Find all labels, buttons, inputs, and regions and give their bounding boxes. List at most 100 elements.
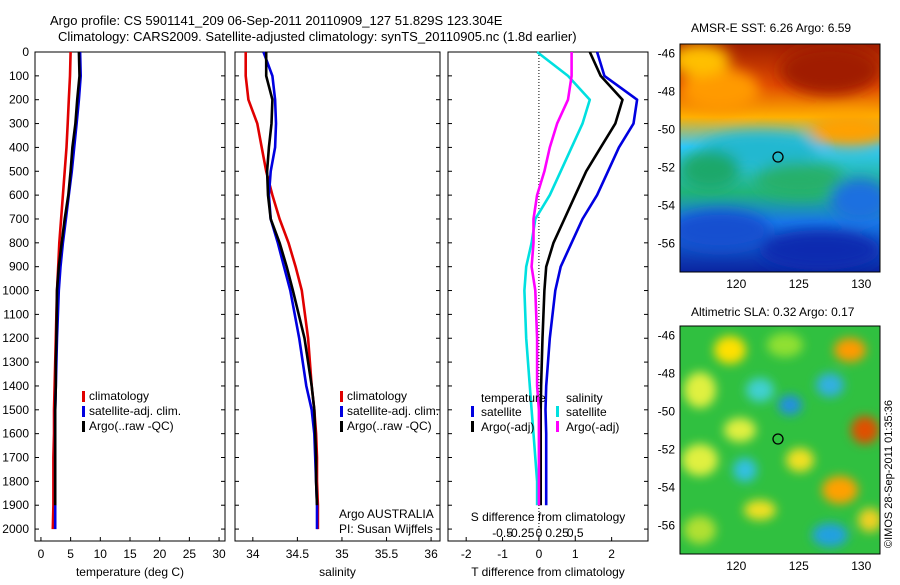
depth-tick-label: 1100 [3,307,29,321]
diff-legend-label: Argo(-adj) [481,420,534,434]
map-ytick-label: -56 [658,519,676,533]
depth-tick-label: 1700 [2,451,29,465]
panel-0-xtick-label: 10 [94,547,108,561]
map-ytick-label: -46 [658,329,676,343]
depth-tick-label: 2000 [2,522,29,536]
sst-map-title: AMSR-E SST: 6.26 Argo: 6.59 [691,21,851,35]
panel-0-legend-swatch [82,421,85,432]
diff-legend-label: satellite [566,405,607,419]
diff-legend-swatch [556,406,559,417]
figure-title-line2: Climatology: CARS2009. Satellite-adjuste… [58,29,577,44]
map-ytick-label: -48 [658,367,676,381]
panel-0-legend-label: Argo(..raw -QC) [89,419,174,433]
depth-tick-label: 100 [9,69,29,83]
figure-title-line1: Argo profile: CS 5901141_209 06-Sep-2011… [50,13,503,28]
diff-legend-group-title: salinity [566,391,603,405]
imos-timestamp: ©IMOS 28-Sep-2011 01:35:36 [883,400,895,548]
panel-1-xtick-label: 35.5 [375,547,399,561]
panel-1-xtick-label: 35 [335,547,349,561]
panel-2-xtick-label: -2 [461,547,472,561]
panel-2-frame [447,51,649,542]
depth-tick-label: 1200 [2,331,29,345]
map-ytick-label: -54 [658,199,676,213]
depth-tick-label: 400 [9,140,29,154]
map-ytick-label: -52 [658,161,676,175]
map-ytick-label: -56 [658,237,676,251]
depth-tick-label: 900 [9,260,29,274]
panel-2-xtick-label: 0 [536,547,543,561]
panel-0-legend-label: climatology [89,389,149,403]
map-xtick-label: 125 [789,559,809,573]
panel-0-legend-label: satellite-adj. clim. [89,404,181,418]
salinity-diff-tick-label: -0.5 [492,526,513,540]
depth-tick-label: 1400 [2,379,29,393]
map-ytick-label: -54 [658,481,676,495]
sst-heatmap [680,44,880,272]
depth-tick-label: 700 [9,212,29,226]
map-xtick-label: 120 [726,559,746,573]
map-xtick-label: 125 [789,277,809,291]
depth-tick-label: 800 [9,236,29,250]
salinity-diff-tick-label: 0.5 [567,526,584,540]
panel-0-xtick-label: 15 [123,547,137,561]
depth-tick-label: 500 [9,164,29,178]
panel-0-xlabel: temperature (deg C) [76,565,184,579]
panel-0-xtick-label: 5 [67,547,74,561]
depth-tick-label: 0 [22,45,29,59]
panel-1-legend-swatch [340,391,343,402]
depth-tick-label: 1500 [2,403,29,417]
panel-2-series-2 [523,50,592,506]
diff-legend-group-title: temperature [481,391,546,405]
panel-1-legend-label: Argo(..raw -QC) [347,419,432,433]
panel-0-xtick-label: 30 [212,547,226,561]
salinity-diff-tick-label: 0 [536,526,543,540]
sla-heatmap [680,326,880,554]
panel-0-xtick-label: 25 [183,547,197,561]
map-xtick-label: 130 [851,277,871,291]
depth-tick-label: 300 [9,117,29,131]
panel-1-frame [234,51,441,542]
depth-tick-label: 600 [9,188,29,202]
map-ytick-label: -50 [658,405,676,419]
salinity-diff-tick-label: -0.25 [507,526,535,540]
sst-map-frame [679,43,881,273]
map-ytick-label: -50 [658,123,676,137]
depth-tick-label: 1600 [2,427,29,441]
panel-2-xtick-label: 2 [608,547,615,561]
panel-2-series-3 [530,52,573,506]
sla-map-frame [679,325,881,555]
panel-1-legend-label: satellite-adj. clim. [347,404,439,418]
panel-0-frame [34,51,226,542]
panel-2-xtick-label: 1 [572,547,579,561]
depth-tick-label: 1300 [2,355,29,369]
map-ytick-label: -46 [658,47,676,61]
sla-map-title: Altimetric SLA: 0.32 Argo: 0.17 [691,305,855,319]
sst-argo-marker [772,151,784,163]
panel-0-series-2 [53,51,81,506]
depth-tick-label: 1000 [2,284,29,298]
panel-1-legend-swatch [340,406,343,417]
panel-0-xtick-label: 20 [153,547,167,561]
salinity-annotation: Argo AUSTRALIA [339,507,434,521]
panel-2-series-1 [539,51,624,506]
panel-0-xtick-label: 0 [38,547,45,561]
panel-2-xtick-label: -1 [497,547,508,561]
panel-2-series-0 [544,51,639,506]
diff-legend-swatch [556,421,559,432]
sla-argo-marker [772,433,784,445]
map-ytick-label: -48 [658,85,676,99]
depth-tick-label: 1800 [2,474,29,488]
map-ytick-label: -52 [658,443,676,457]
depth-tick-label: 1900 [2,498,29,512]
panel-1-xtick-label: 34.5 [286,547,310,561]
salinity-annotation: PI: Susan Wijffels [339,522,433,536]
panel-1-series-2 [264,52,319,506]
map-xtick-label: 130 [851,559,871,573]
panel-1-xlabel: salinity [319,565,356,579]
diff-legend-label: Argo(-adj) [566,420,619,434]
panel-1-legend-label: climatology [347,389,407,403]
salinity-diff-tick-label: 0.25 [545,526,569,540]
panel-1-xtick-label: 36 [424,547,438,561]
panel-0-legend-swatch [82,406,85,417]
